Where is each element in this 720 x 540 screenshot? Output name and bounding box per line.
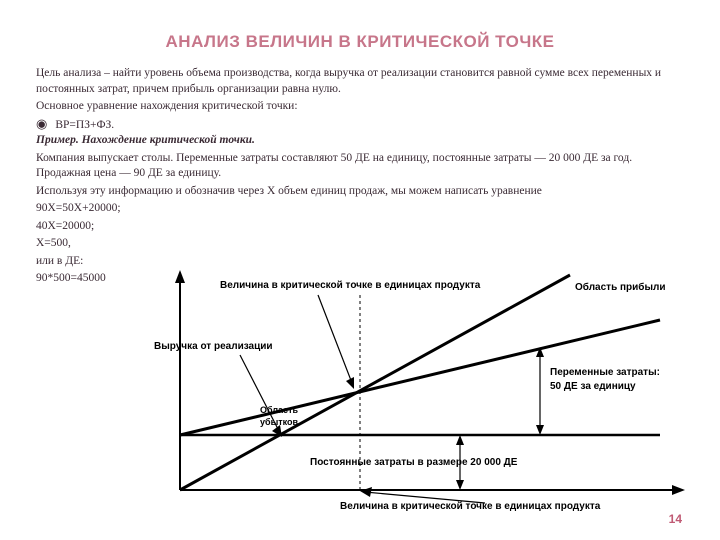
slide-title: АНАЛИЗ ВЕЛИЧИН В КРИТИЧЕСКОЙ ТОЧКЕ: [0, 0, 720, 52]
bullet-item: ◉ ВР=ПЗ+ФЗ.: [36, 117, 684, 134]
calc-line: 40Х=20000;: [36, 219, 684, 235]
label-loss-area-2: убытков: [260, 417, 299, 427]
example-heading: Пример. Нахождение критической точки.: [36, 133, 684, 149]
calc-line: Х=500,: [36, 236, 684, 252]
breakeven-chart: Тыс. ДЕ Величина в критической точке в е…: [140, 265, 700, 515]
label-loss-area-1: Область: [260, 405, 298, 415]
label-breakeven-bottom: Величина в критической точке в единицах …: [340, 501, 601, 512]
equation: ВР=ПЗ+ФЗ.: [55, 118, 114, 134]
paragraph: Основное уравнение нахождения критическо…: [36, 99, 684, 115]
paragraph: Компания выпускает столы. Переменные зат…: [36, 151, 684, 182]
label-breakeven-top: Величина в критической точке в единицах …: [220, 280, 481, 291]
label-profit-area: Область прибыли: [575, 281, 666, 293]
label-revenue: Выручка от реализации: [154, 341, 273, 352]
body-text: Цель анализа – найти уровень объема прои…: [0, 52, 720, 287]
page-number: 14: [669, 512, 682, 526]
label-variable-costs-2: 50 ДЕ за единицу: [550, 381, 636, 392]
paragraph: Используя эту информацию и обозначив чер…: [36, 184, 684, 200]
label-fixed-costs: Постоянные затраты в размере 20 000 ДЕ: [310, 457, 518, 468]
paragraph: Цель анализа – найти уровень объема прои…: [36, 66, 684, 97]
bullet-icon: ◉: [36, 117, 47, 130]
calc-line: 90Х=50Х+20000;: [36, 201, 684, 217]
label-variable-costs-1: Переменные затраты:: [550, 367, 660, 378]
